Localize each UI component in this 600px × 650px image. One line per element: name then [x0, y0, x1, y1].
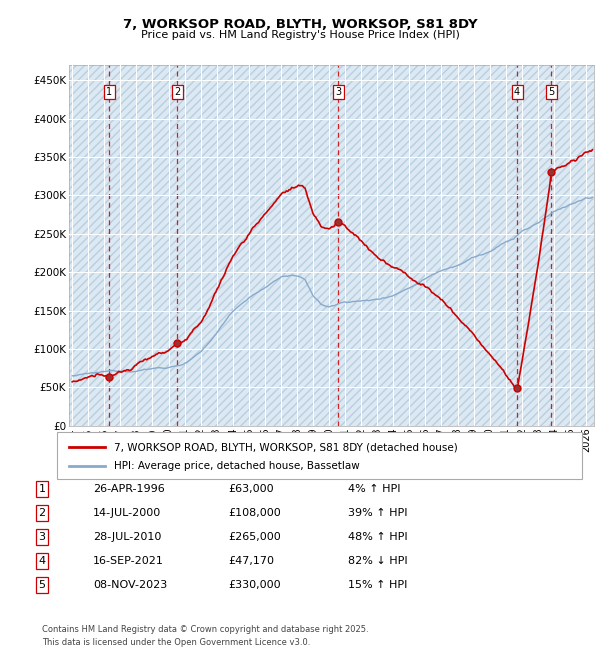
- Text: £47,170: £47,170: [228, 556, 274, 566]
- Text: 14-JUL-2000: 14-JUL-2000: [93, 508, 161, 518]
- Text: Contains HM Land Registry data © Crown copyright and database right 2025.
This d: Contains HM Land Registry data © Crown c…: [42, 625, 368, 647]
- Text: HPI: Average price, detached house, Bassetlaw: HPI: Average price, detached house, Bass…: [114, 461, 360, 471]
- Text: 3: 3: [335, 87, 341, 97]
- Text: 26-APR-1996: 26-APR-1996: [93, 484, 165, 494]
- Text: 4: 4: [38, 556, 46, 566]
- Text: 82% ↓ HPI: 82% ↓ HPI: [348, 556, 407, 566]
- Text: 4: 4: [514, 87, 520, 97]
- Text: 1: 1: [106, 87, 113, 97]
- Text: 16-SEP-2021: 16-SEP-2021: [93, 556, 164, 566]
- Text: 2: 2: [38, 508, 46, 518]
- Text: £265,000: £265,000: [228, 532, 281, 542]
- Text: 5: 5: [38, 580, 46, 590]
- Text: 28-JUL-2010: 28-JUL-2010: [93, 532, 161, 542]
- Text: 7, WORKSOP ROAD, BLYTH, WORKSOP, S81 8DY: 7, WORKSOP ROAD, BLYTH, WORKSOP, S81 8DY: [122, 18, 478, 31]
- Text: 3: 3: [38, 532, 46, 542]
- Text: £330,000: £330,000: [228, 580, 281, 590]
- Text: 2: 2: [174, 87, 181, 97]
- Text: £108,000: £108,000: [228, 508, 281, 518]
- Text: 4% ↑ HPI: 4% ↑ HPI: [348, 484, 401, 494]
- Text: 7, WORKSOP ROAD, BLYTH, WORKSOP, S81 8DY (detached house): 7, WORKSOP ROAD, BLYTH, WORKSOP, S81 8DY…: [114, 442, 458, 452]
- Text: 15% ↑ HPI: 15% ↑ HPI: [348, 580, 407, 590]
- Text: £63,000: £63,000: [228, 484, 274, 494]
- Text: 5: 5: [548, 87, 554, 97]
- Text: Price paid vs. HM Land Registry's House Price Index (HPI): Price paid vs. HM Land Registry's House …: [140, 30, 460, 40]
- Text: 48% ↑ HPI: 48% ↑ HPI: [348, 532, 407, 542]
- Text: 08-NOV-2023: 08-NOV-2023: [93, 580, 167, 590]
- Text: 1: 1: [38, 484, 46, 494]
- Text: 39% ↑ HPI: 39% ↑ HPI: [348, 508, 407, 518]
